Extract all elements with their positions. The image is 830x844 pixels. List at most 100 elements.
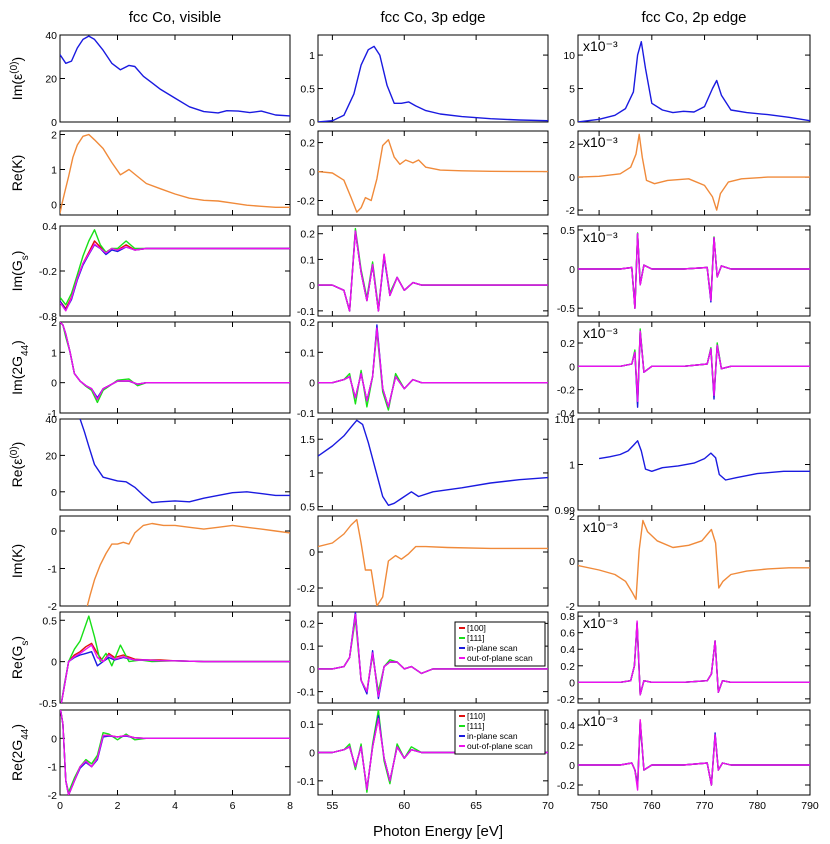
y-tick-label: 0.2: [300, 618, 315, 630]
y-tick-label: 0.2: [300, 317, 315, 329]
y-label-main: Re(2G: [9, 740, 25, 781]
panel-r6-c2: 0.8 0.6 0.4 0.2 0 -0.2 x10⁻³: [557, 611, 811, 706]
y-axis-label-row-1: Re(K): [9, 155, 25, 192]
panel-r5-c0: 0 -1 -2: [48, 515, 291, 613]
panel-frame: [59, 225, 291, 317]
y-tick-label: 20: [45, 74, 57, 86]
y-tick-label: 2: [51, 317, 57, 329]
y-label-main: Im(G: [9, 260, 25, 291]
y-label-sub: 44: [20, 344, 31, 356]
panel-r7-c0: 0 2 4 6 8 0 -1 -2: [48, 709, 293, 812]
panel-frame: [317, 611, 549, 704]
series-in-plane-scan: [60, 710, 290, 795]
series-single: [578, 519, 810, 600]
y-label-tail: ): [9, 340, 25, 345]
panel-frame: [59, 321, 291, 414]
y-label-tail: ): [9, 442, 25, 447]
series-single: [578, 133, 810, 211]
y-tick-label: 0.1: [300, 347, 315, 359]
series-in-plane-scan: [578, 330, 810, 408]
y-tick-label: -1: [48, 564, 57, 576]
y-tick-label: 0.8: [560, 611, 575, 623]
y-label-sub: 44: [20, 728, 31, 740]
panel-r4-c2: 1.01 1 0.99: [555, 414, 811, 517]
panel-frame: [577, 418, 811, 511]
y-label-tail: ): [9, 251, 25, 256]
panel-r2-c2: 0 0.5 -0.5 x10⁻³: [557, 225, 811, 317]
series-single: [318, 518, 548, 606]
x-tick-label: 790: [801, 800, 819, 812]
series-out-of-plane-scan: [578, 620, 810, 696]
series-single: [60, 133, 290, 214]
panel-frame: [59, 515, 291, 607]
y-tick-label: 0.99: [555, 505, 576, 517]
series--110-: [318, 327, 548, 408]
panel-r1-c0: 0 1 2: [51, 130, 291, 216]
y-tick-label: 1: [309, 50, 315, 62]
series-out-of-plane-scan: [318, 717, 548, 790]
panel-r3-c2: 0.2 0 -0.2 -0.4 x10⁻³: [557, 321, 811, 420]
y-tick-label: -0.1: [297, 408, 315, 420]
y-tick-label: -0.2: [297, 196, 315, 208]
multiplier-label: x10⁻³: [583, 713, 618, 729]
y-axis-label-row-0: Im(ε(0)): [9, 57, 26, 100]
panel-frame: [577, 709, 811, 796]
legend-entry: [111]: [467, 633, 485, 643]
y-tick-label: 2: [569, 511, 575, 523]
series-out-of-plane-scan: [60, 243, 290, 312]
y-tick-label: 0: [569, 760, 575, 772]
column-title-2: fcc Co, 2p edge: [641, 9, 746, 26]
panel-r0-c0: 0 20 40: [45, 30, 291, 129]
y-tick-label: 1.5: [300, 434, 315, 446]
panel-r0-c2: 0 5 10 x10⁻³: [563, 34, 811, 129]
y-tick-label: -2: [48, 790, 57, 802]
y-tick-label: 0.2: [560, 661, 575, 673]
y-tick-label: -0.1: [297, 776, 315, 788]
series-in-plane-scan: [318, 324, 548, 408]
y-tick-label: 0: [569, 264, 575, 276]
series-out-of-plane-scan: [318, 613, 548, 697]
y-tick-label: 0.1: [300, 719, 315, 731]
series-in-plane-scan: [60, 651, 290, 703]
panel-frame: [577, 611, 811, 704]
series--111-: [60, 322, 290, 404]
series-in-plane-scan: [60, 322, 290, 399]
series-single: [318, 138, 548, 213]
y-tick-label: 20: [45, 450, 57, 462]
x-tick-label: 60: [398, 800, 410, 812]
y-label-main: Re(G: [9, 646, 25, 679]
series--111-: [578, 722, 810, 786]
x-tick-label: 4: [172, 800, 178, 812]
y-tick-label: 40: [45, 30, 57, 42]
y-tick-label: 5: [569, 84, 575, 96]
series-single: [578, 41, 810, 122]
panel-frame: [59, 709, 291, 796]
y-tick-label: 1: [309, 468, 315, 480]
y-tick-label: -2: [48, 601, 57, 613]
y-tick-label: 0.1: [300, 641, 315, 653]
series-single: [598, 440, 810, 481]
y-tick-label: -0.2: [557, 780, 575, 792]
y-tick-label: 0: [309, 748, 315, 760]
series-out-of-plane-scan: [318, 230, 548, 312]
y-tick-label: 0: [51, 200, 57, 212]
multiplier-label: x10⁻³: [583, 519, 618, 535]
y-tick-label: 0: [51, 378, 57, 390]
legend-entry: out-of-plane scan: [467, 741, 533, 751]
y-tick-label: -0.4: [557, 408, 575, 420]
x-tick-label: 780: [749, 800, 767, 812]
y-tick-label: 0.2: [560, 740, 575, 752]
legend-box: [454, 709, 546, 755]
series--111-: [60, 710, 290, 793]
y-tick-label: -1: [48, 762, 57, 774]
series-out-of-plane-scan: [318, 327, 548, 408]
y-tick-label: -2: [566, 601, 575, 613]
y-axis-label-row-6: Re(Gs): [9, 636, 31, 679]
y-tick-label: 0.4: [560, 644, 575, 656]
legend-entry: [100]: [467, 623, 486, 633]
panel-frame: [59, 34, 291, 123]
y-tick-label: 0: [309, 547, 315, 559]
series-out-of-plane-scan: [578, 330, 810, 402]
panel-r5-c1: 0 -0.2: [297, 515, 549, 607]
series--100-: [578, 622, 810, 696]
